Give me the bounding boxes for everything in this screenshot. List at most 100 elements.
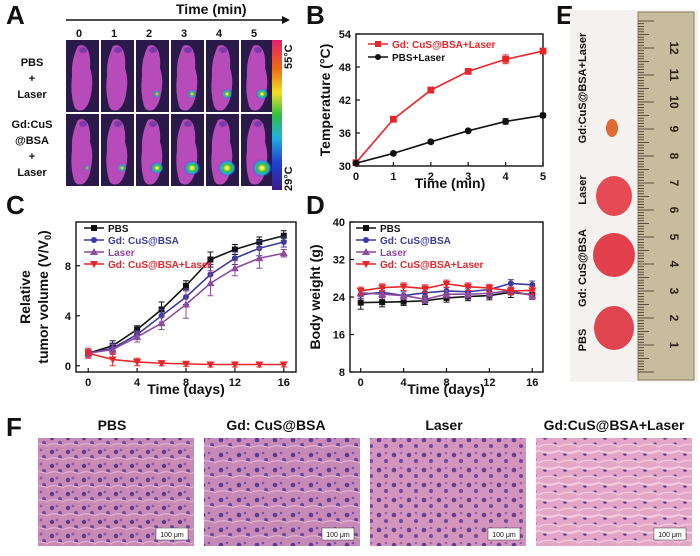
data-point xyxy=(363,237,369,243)
y-axis-title: Body weight (g) xyxy=(307,245,323,350)
data-point xyxy=(421,295,430,303)
data-point xyxy=(108,345,117,353)
group-label: Gd:CuS@BSA+Laser xyxy=(577,32,589,143)
scale-bar-box xyxy=(487,527,521,541)
y-tick-label: 16 xyxy=(333,330,345,342)
data-point xyxy=(399,291,408,299)
hotspot xyxy=(117,163,127,173)
row-labels: PBS + Laser Gd:CuS @BSA + Laser xyxy=(12,57,53,179)
legend-label: Laser xyxy=(108,248,135,259)
x-tick-label: 4 xyxy=(401,377,408,389)
hotspot xyxy=(150,162,164,174)
mouse-body xyxy=(141,119,163,185)
tumor-laser xyxy=(596,176,632,216)
data-point xyxy=(464,68,472,75)
scale-bar-label: 100 μm xyxy=(160,532,184,539)
y-tick-label: 36 xyxy=(339,128,351,140)
data-point xyxy=(399,283,408,291)
scale-bar-label: 100 μm xyxy=(492,532,516,539)
mouse-body xyxy=(106,119,128,185)
legend-label: Gd: CuS@BSA+Laser xyxy=(380,260,483,271)
data-point xyxy=(280,232,287,239)
x-tick-label: 2 xyxy=(428,171,434,183)
y-axis-title-subscript: 0 xyxy=(43,235,53,240)
data-point xyxy=(539,112,547,119)
mouse-body xyxy=(71,45,93,111)
chart-body-weight: 0 4 8 12 16 8 16 24 32 40 Time (days) Body weight (… xyxy=(307,217,544,397)
x-tick-label: 0 xyxy=(353,171,359,183)
data-point xyxy=(255,254,264,262)
data-point xyxy=(400,298,407,305)
y-tick-label: 54 xyxy=(339,29,352,41)
panel-letter-e: E xyxy=(556,0,573,30)
x-tick-label: 16 xyxy=(526,377,538,389)
y-tick-label: 40 xyxy=(333,217,345,229)
data-point xyxy=(133,359,142,366)
group-label: Laser xyxy=(577,175,589,205)
x-tick-label: 1 xyxy=(390,171,396,183)
hotspot xyxy=(83,164,91,172)
tumor-gdcus-laser xyxy=(606,119,618,137)
ruler-number: 2 xyxy=(667,315,681,322)
series-pbs-laser xyxy=(352,112,547,167)
data-point xyxy=(280,239,287,245)
data-point xyxy=(357,299,364,306)
hotspot xyxy=(152,90,162,98)
data-point xyxy=(91,237,97,243)
data-point xyxy=(390,149,397,157)
hotspot xyxy=(187,89,197,99)
time-label-3: 3 xyxy=(181,28,187,40)
plot-frame xyxy=(355,33,544,167)
legend-label: PBS+Laser xyxy=(392,53,445,64)
series-line xyxy=(355,114,544,165)
series-pbs xyxy=(85,230,287,358)
group-label: PBS xyxy=(577,329,589,352)
data-point xyxy=(539,47,547,55)
mouse-body xyxy=(141,45,163,111)
x-tick-label: 12 xyxy=(229,377,241,389)
series-line xyxy=(355,50,544,164)
data-point xyxy=(362,248,370,255)
data-point xyxy=(378,290,387,298)
ruler-number: 8 xyxy=(667,153,681,160)
mouse-body xyxy=(176,45,198,111)
data-point xyxy=(133,333,142,340)
time-labels: 0 1 2 3 4 5 xyxy=(76,28,257,40)
colorbar-max-label: 55°C xyxy=(283,44,295,69)
y-tick-label: 4 xyxy=(65,311,72,323)
data-point xyxy=(506,287,515,295)
mouse-head xyxy=(79,47,87,53)
ruler-number: 11 xyxy=(667,69,681,82)
row-label-line: + xyxy=(29,73,35,85)
ruler-number: 3 xyxy=(667,288,681,295)
row-label-line: Laser xyxy=(17,89,47,101)
data-point xyxy=(182,300,190,308)
x-axis-title: Time (days) xyxy=(147,381,225,397)
mouse-head xyxy=(114,121,122,127)
scale-bar-box xyxy=(653,527,687,541)
group-label: Gd: CuS@BSA xyxy=(577,229,589,307)
time-label-4: 4 xyxy=(216,28,223,40)
histology-label: Gd:CuS@BSA+Laser xyxy=(544,417,685,433)
data-point xyxy=(485,289,494,297)
scale-bar-label: 100 μm xyxy=(658,532,682,539)
panel-f-histology: PBS 100 μm Gd: CuS@BSA 100 μm Laser 100 μm Gd:… xyxy=(38,417,692,546)
mouse-head xyxy=(149,121,157,127)
tumor-photos xyxy=(593,119,635,350)
legend-label: Gd: CuS@BSA+Laser xyxy=(392,40,495,51)
legend-label: PBS xyxy=(108,224,129,235)
y-tick-label: 8 xyxy=(339,367,345,379)
y-tick-label: 48 xyxy=(339,62,351,74)
panel-letter-c: C xyxy=(6,190,25,220)
hotspot xyxy=(252,159,272,177)
data-point xyxy=(279,249,288,257)
data-point xyxy=(463,283,472,291)
panel-letter-b: B xyxy=(306,0,325,30)
histology-label: PBS xyxy=(98,417,127,433)
data-point xyxy=(390,115,397,123)
data-point xyxy=(379,299,386,306)
panel-a-thermal-images: Time (min) 0 1 2 3 4 5 PBS + Laser Gd:CuS @BSA + La… xyxy=(12,1,295,191)
y-tick-label: 30 xyxy=(339,161,351,173)
